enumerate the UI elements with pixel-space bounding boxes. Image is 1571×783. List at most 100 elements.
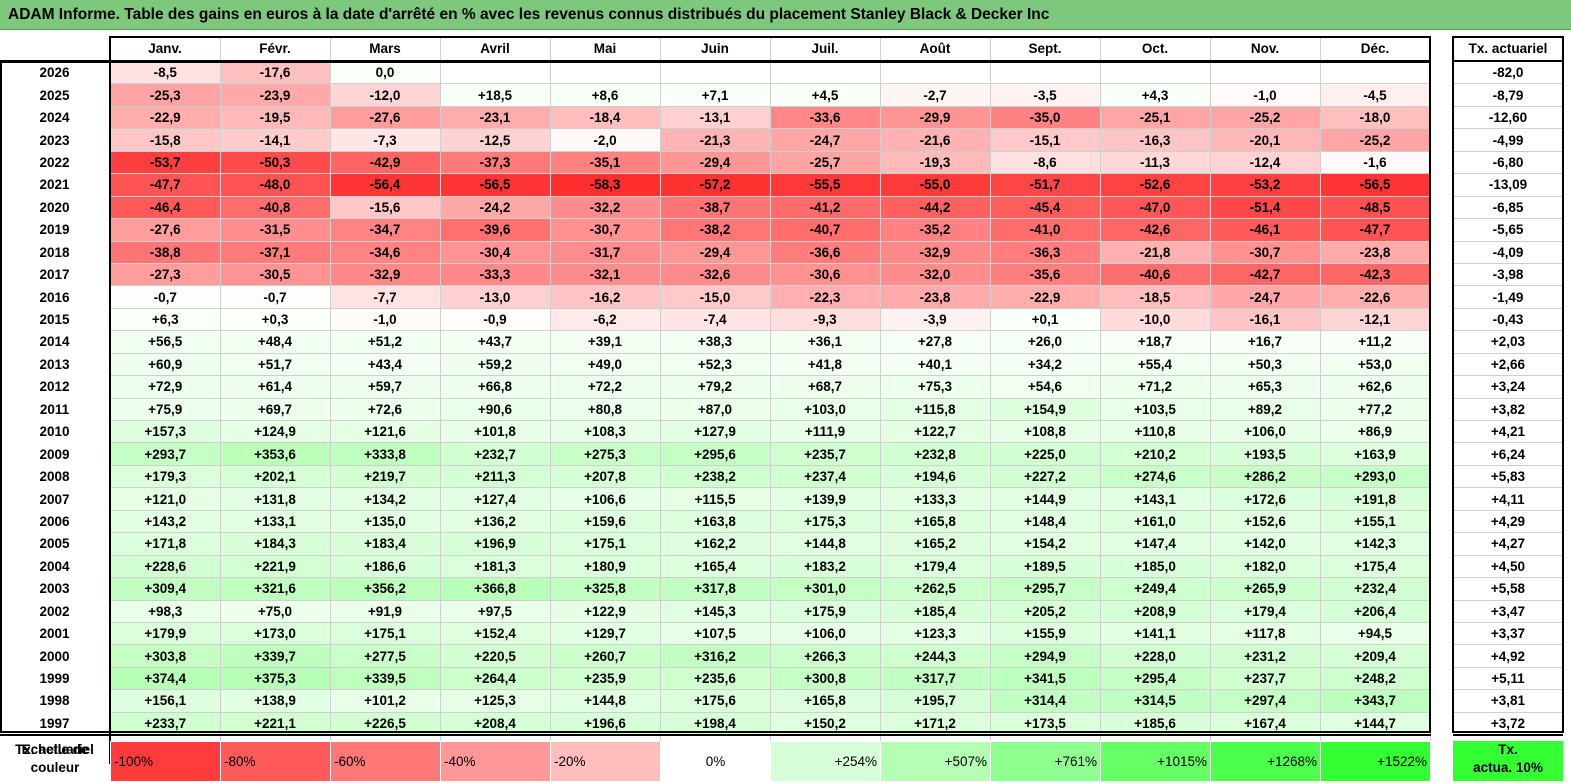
heatmap-cell: +260,7: [549, 644, 661, 668]
actuarial-header: Tx. actuariel: [1453, 36, 1563, 62]
heatmap-cell: -53,2: [1209, 173, 1321, 197]
heatmap-cell: -44,2: [879, 195, 991, 220]
month-header: Mars: [329, 36, 441, 62]
row-year: 2013: [0, 353, 111, 376]
actuarial-cell: +3,37: [1453, 621, 1563, 646]
heatmap-cell: +167,4: [1209, 711, 1321, 736]
heatmap-cell: +48,4: [219, 330, 331, 354]
heatmap-cell: +55,4: [1099, 352, 1211, 377]
heatmap-cell: -22,9: [989, 285, 1101, 309]
heatmap-cell: +333,8: [329, 442, 441, 466]
heatmap-cell: -42,6: [1099, 218, 1211, 242]
heatmap-cell: [989, 60, 1101, 85]
month-header: Avril: [439, 36, 551, 62]
heatmap-cell: -22,3: [769, 285, 881, 309]
actuarial-cell: -82,0: [1453, 60, 1563, 85]
row-year: 2022: [0, 151, 111, 174]
month-header: Juil.: [769, 36, 881, 62]
heatmap-cell: +221,9: [219, 554, 331, 579]
heatmap-cell: +121,6: [329, 419, 441, 444]
heatmap-cell: +180,9: [549, 554, 661, 579]
heatmap-cell: -1,0: [329, 307, 441, 332]
heatmap-cell: -24,7: [1209, 285, 1321, 309]
heatmap-cell: -8,5: [109, 60, 221, 85]
heatmap-cell: -25,3: [109, 83, 221, 107]
heatmap-cell: -35,2: [879, 218, 991, 242]
heatmap-cell: +75,0: [219, 599, 331, 623]
heatmap-cell: +309,4: [109, 577, 221, 601]
heatmap-cell: +165,8: [879, 509, 991, 534]
heatmap-cell: +179,9: [109, 621, 221, 646]
heatmap-cell: +108,3: [549, 419, 661, 444]
row-year: 2009: [0, 442, 111, 466]
heatmap-cell: -30,7: [1209, 240, 1321, 264]
heatmap-cell: -33,6: [769, 105, 881, 130]
heatmap-cell: +147,4: [1099, 532, 1211, 556]
heatmap-cell: +181,3: [439, 554, 551, 579]
heatmap-cell: +274,6: [1099, 464, 1211, 489]
heatmap-cell: +125,3: [439, 689, 551, 713]
heatmap-cell: +106,0: [769, 621, 881, 646]
heatmap-cell: -12,4: [1209, 150, 1321, 175]
row-year: 2011: [0, 398, 111, 421]
heatmap-cell: +108,8: [989, 419, 1101, 444]
actuarial-cell: +5,11: [1453, 666, 1563, 691]
row-year: 2005: [0, 532, 111, 556]
heatmap-cell: +221,1: [219, 711, 331, 736]
heatmap-cell: -24,7: [769, 128, 881, 152]
color-scale-step: 0%: [660, 741, 771, 782]
heatmap-cell: +175,3: [769, 509, 881, 534]
heatmap-cell: +52,3: [659, 352, 771, 377]
color-scale-step: -20%: [550, 741, 661, 782]
table-row: 2023 -15,8 -14,1 -7,3 -12,5 -2,0 -21,3 -24,7 -21…: [0, 128, 1431, 152]
heatmap-cell: -12,5: [439, 128, 551, 152]
heatmap-cell: +107,5: [659, 621, 771, 646]
table-row: 2004 +228,6 +221,9 +186,6 +181,3 +180,9 +165,4…: [0, 554, 1431, 579]
heatmap-cell: -19,5: [219, 105, 331, 130]
heatmap-cell: -23,1: [439, 105, 551, 130]
actuarial-cell: -6,80: [1453, 150, 1563, 175]
table-row: 2003 +309,4 +321,6 +356,2 +366,8 +325,8 +317,8…: [0, 577, 1431, 601]
heatmap-cell: +374,4: [109, 666, 221, 691]
actuarial-cell: -5,65: [1453, 218, 1563, 242]
heatmap-cell: +51,2: [329, 330, 441, 354]
heatmap-cell: +233,7: [109, 711, 221, 736]
heatmap-cell: -39,6: [439, 218, 551, 242]
heatmap-cell: -34,6: [329, 240, 441, 264]
heatmap-cell: -55,0: [879, 173, 991, 197]
heatmap-cell: +91,9: [329, 599, 441, 623]
actuarial-row: +5,58: [1453, 577, 1563, 601]
heatmap-cell: [769, 60, 881, 85]
actuarial-row: -4,99: [1453, 128, 1563, 152]
heatmap-cell: +208,4: [439, 711, 551, 736]
heatmap-cell: +196,6: [549, 711, 661, 736]
table-row: 1997 +233,7 +221,1 +226,5 +208,4 +196,6 +198,4…: [0, 711, 1431, 736]
heatmap-cell: -17,6: [219, 60, 331, 85]
actuarial-row: +4,11: [1453, 487, 1563, 511]
heatmap-cell: +77,2: [1319, 397, 1431, 422]
heatmap-cell: +4,3: [1099, 83, 1211, 107]
heatmap-cell: +129,7: [549, 621, 661, 646]
heatmap-cell: [439, 60, 551, 85]
heatmap-cell: +172,6: [1209, 487, 1321, 511]
actuarial-cell: +3,82: [1453, 397, 1563, 422]
heatmap-cell: [1209, 60, 1321, 85]
heatmap-cell: -46,4: [109, 195, 221, 220]
heatmap-cell: -32,0: [879, 262, 991, 287]
heatmap-cell: +34,2: [989, 352, 1101, 377]
heatmap-cell: -34,7: [329, 218, 441, 242]
heatmap-cell: +228,6: [109, 554, 221, 579]
heatmap-cell: +277,5: [329, 644, 441, 668]
row-year: 2006: [0, 510, 111, 533]
heatmap-cell: -11,3: [1099, 150, 1211, 175]
heatmap-cell: +266,3: [769, 644, 881, 668]
actuarial-cell: -12,60: [1453, 105, 1563, 130]
heatmap-cell: +293,0: [1319, 464, 1431, 489]
table-row: 2007 +121,0 +131,8 +134,2 +127,4 +106,6 +115,5…: [0, 487, 1431, 511]
heatmap-cell: -27,6: [109, 218, 221, 242]
heatmap-cell: -0,7: [109, 285, 221, 309]
table-row: 2000 +303,8 +339,7 +277,5 +220,5 +260,7 +316,2…: [0, 644, 1431, 668]
heatmap-cell: -30,5: [219, 262, 331, 287]
actuarial-cell: -13,09: [1453, 173, 1563, 197]
heatmap-cell: +162,2: [659, 532, 771, 556]
